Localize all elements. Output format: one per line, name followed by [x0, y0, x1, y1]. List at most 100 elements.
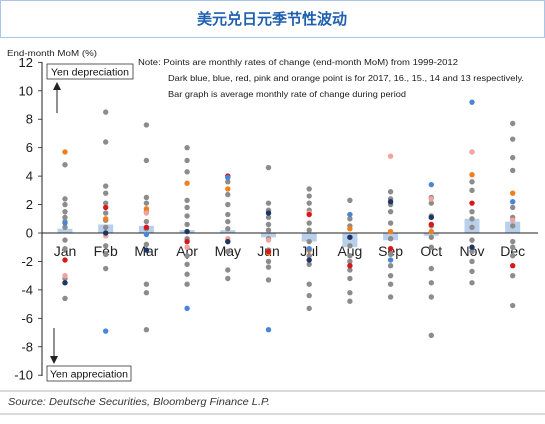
history-point: [225, 267, 231, 273]
data-points: [62, 99, 516, 339]
history-point: [143, 218, 150, 225]
series-3-point: [143, 231, 150, 238]
history-point: [469, 187, 475, 194]
appreciation-box: [46, 365, 132, 382]
series-3-point: [225, 174, 231, 181]
history-point: [62, 162, 68, 168]
history-point: [306, 253, 312, 259]
series-4-point: [306, 257, 312, 263]
history-point: [347, 298, 353, 304]
history-point: [469, 258, 475, 265]
history-point: [387, 208, 394, 215]
history-point: [143, 326, 150, 333]
history-point: [62, 237, 68, 243]
average-bar-oct: [423, 233, 439, 236]
series-0-point: [62, 149, 68, 155]
average-bar-aug: [342, 233, 358, 248]
history-point: [225, 275, 231, 282]
history-point: [306, 186, 312, 192]
history-point: [428, 294, 434, 300]
x-tick-label-feb: Feb: [94, 243, 118, 259]
history-point: [103, 109, 109, 115]
average-bar-jun: [261, 233, 276, 238]
history-point: [469, 248, 475, 255]
history-point: [265, 277, 272, 283]
y-tick-label: 0: [26, 226, 33, 241]
history-point: [225, 218, 231, 225]
history-point: [184, 169, 190, 175]
history-point: [510, 302, 516, 309]
average-bar-jan: [57, 228, 73, 233]
history-point: [103, 251, 109, 258]
history-point: [510, 238, 516, 245]
x-tick-label-aug: Aug: [337, 243, 362, 259]
history-point: [387, 189, 394, 195]
history-point: [143, 290, 150, 296]
history-point: [510, 272, 516, 279]
y-tick-label: 4: [26, 169, 33, 184]
history-point: [265, 264, 272, 270]
series-0-point: [469, 171, 475, 178]
history-point: [347, 267, 353, 273]
series-4-point: [265, 210, 272, 216]
history-point: [510, 204, 516, 211]
series-1-point: [143, 210, 150, 216]
history-point: [469, 216, 475, 222]
series-2-point: [428, 221, 434, 228]
history-point: [387, 235, 394, 242]
series-1-point: [510, 217, 516, 223]
x-tick-label-oct: Oct: [420, 243, 442, 259]
history-point: [103, 265, 109, 272]
depreciation-label: Yen depreciation: [51, 68, 129, 79]
series-3-point: [469, 99, 475, 105]
series-2-point: [62, 257, 68, 263]
history-point: [510, 167, 516, 174]
history-point: [306, 292, 312, 299]
history-point: [387, 251, 394, 258]
series-0-point: [225, 186, 231, 192]
depreciation-box: [46, 63, 134, 80]
history-point: [510, 120, 516, 127]
history-point: [387, 272, 394, 279]
history-point: [103, 224, 109, 231]
history-point: [265, 164, 272, 171]
y-tick-label: 8: [26, 112, 33, 127]
history-point: [143, 194, 150, 201]
history-point: [306, 261, 312, 267]
y-axis-label: End-month MoM (%): [7, 48, 97, 58]
history-point: [143, 157, 150, 164]
history-point: [103, 200, 109, 206]
series-4-point: [428, 214, 434, 221]
history-point: [225, 248, 231, 255]
series-4-point: [62, 280, 68, 286]
history-point: [265, 221, 272, 228]
history-point: [306, 227, 312, 233]
series-0-point: [347, 226, 353, 232]
history-point: [225, 201, 231, 208]
history-point: [469, 237, 475, 243]
y-tick-label: -4: [21, 282, 33, 297]
history-point: [306, 305, 312, 312]
history-point: [347, 216, 353, 222]
history-point: [306, 220, 312, 226]
history-point: [347, 253, 353, 259]
y-tick-label: 12: [19, 55, 33, 70]
series-4-point: [184, 228, 190, 235]
history-point: [62, 214, 68, 221]
note-line-1: Note: Points are monthly rates of change…: [138, 57, 458, 67]
series-4-point: [143, 247, 150, 253]
history-point: [184, 253, 190, 259]
history-point: [103, 210, 109, 216]
history-point: [103, 243, 109, 249]
series-3-point: [103, 328, 109, 334]
history-point: [347, 275, 353, 282]
history-point: [143, 241, 150, 248]
history-point: [510, 223, 516, 229]
history-point: [225, 179, 231, 185]
history-point: [306, 200, 312, 206]
history-point: [143, 122, 150, 128]
series-0-point: [387, 228, 394, 235]
history-point: [387, 263, 394, 269]
series-2-point: [469, 200, 475, 206]
